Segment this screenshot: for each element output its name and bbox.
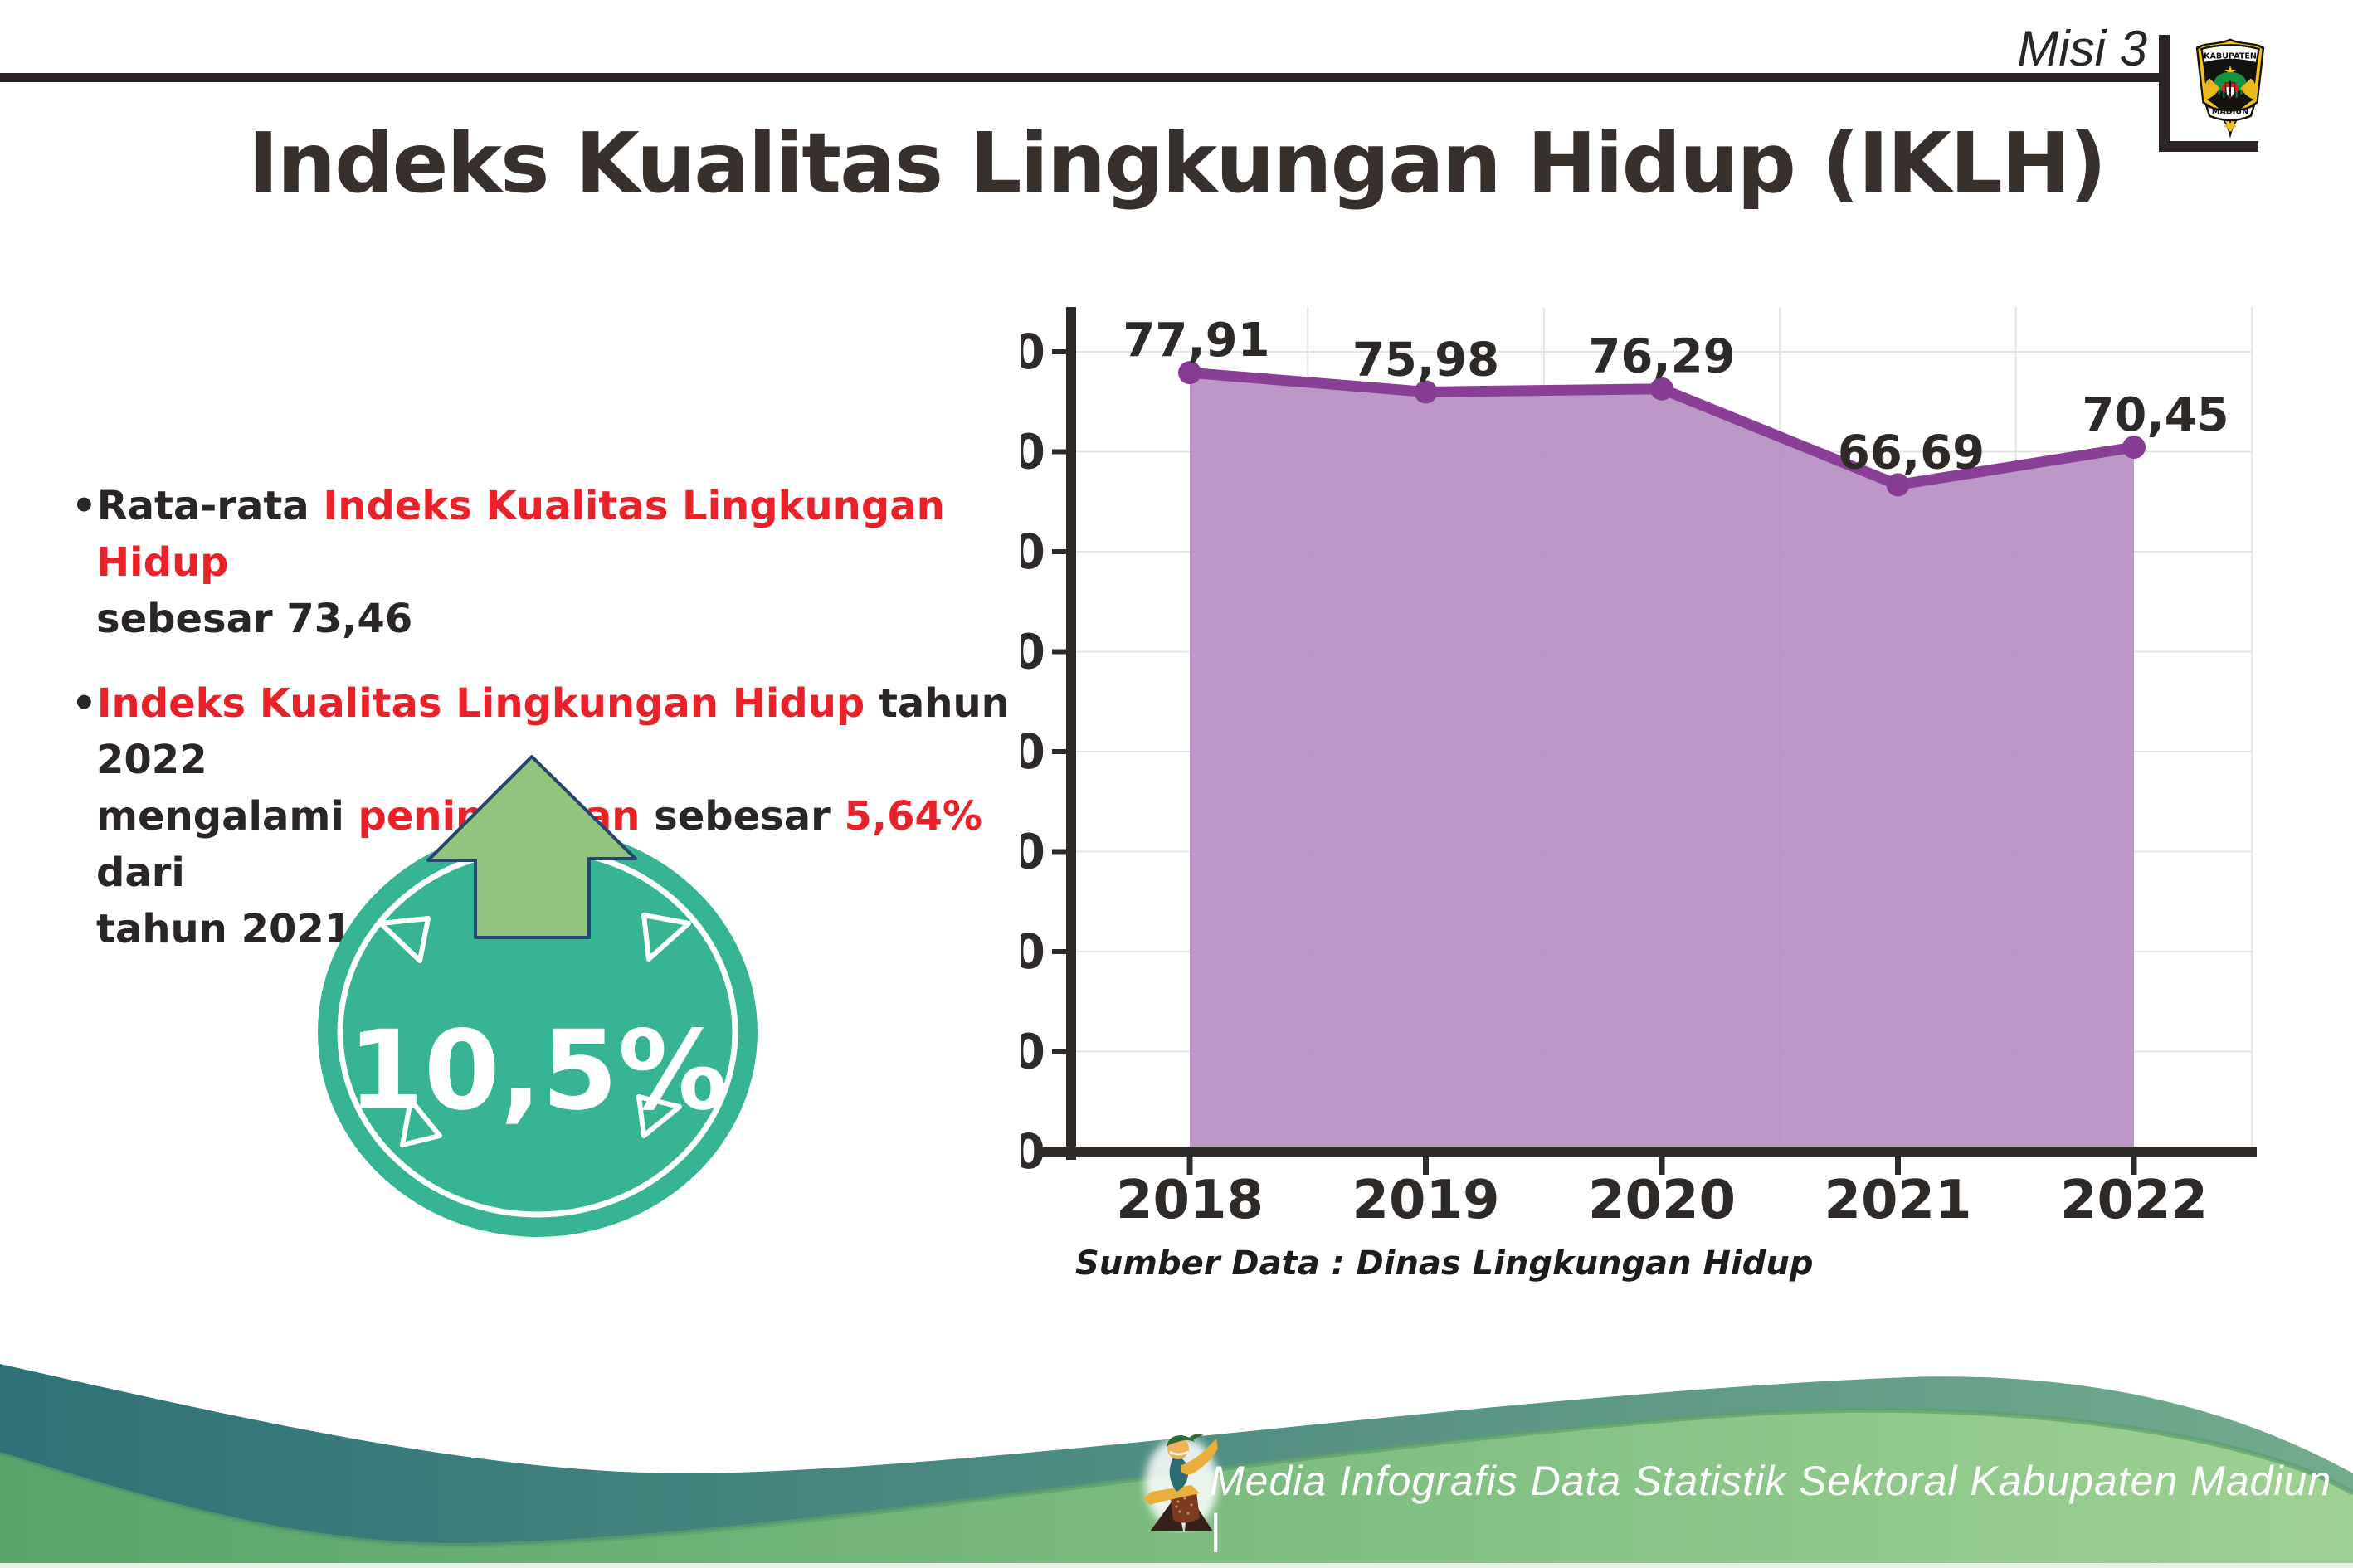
bullet-dot: • [71,680,97,727]
y-axis-tick-label: 10 [1021,1024,1045,1080]
logo-bottom-banner [2204,104,2256,122]
logo-right-wing-icon [2240,78,2257,100]
bullet-dot: • [71,483,97,529]
spark-triangle-icon [400,1098,442,1147]
mascot-icon [1143,1434,1218,1531]
header-corner-vertical-rule [2159,35,2170,152]
y-axis-tick-label: 60 [1021,523,1045,580]
increase-badge: 10,5% [318,755,758,1237]
y-axis-tick-label: 50 [1021,624,1045,680]
footer-bottom-strip [0,1563,2353,1568]
logo-top-text: KABUPATEN [2204,52,2257,61]
data-point-marker [1650,377,1673,401]
kabupaten-madiun-logo-icon: KABUPATEN MADIUN [2195,38,2265,139]
y-axis-tick-label: 40 [1021,723,1045,780]
data-value-label: 66,69 [1838,426,1985,480]
footer-credit: Media Infografis Data Statistik Sektoral… [1210,1458,2332,1552]
y-axis-tick-label: 0 [1021,1123,1045,1180]
chart-source-note: Sumber Data : Dinas Lingkungan Hidup [1075,1244,1814,1283]
up-arrow-icon [426,755,637,939]
x-axis-tick-label: 2019 [1352,1170,1499,1231]
green-wave-edge [0,1407,2353,1549]
data-value-label: 76,29 [1588,330,1735,384]
insight-bullet-1: •Rata-rata Indeks Kualitas Lingkungan Hi… [71,483,945,642]
x-axis-line [1037,1147,2257,1157]
y-axis-tick-label: 30 [1021,824,1045,880]
x-axis-tick-label: 2022 [2060,1170,2208,1231]
badge-value: 10,5% [348,1007,728,1135]
x-axis-tick-label: 2020 [1588,1170,1736,1231]
spark-triangle-icon [636,1094,682,1138]
x-axis-tick-label: 2018 [1116,1170,1264,1231]
logo-bottom-text: MADIUN [2212,108,2248,117]
area-fill [1190,373,2134,1152]
spark-triangle-icon [378,916,431,963]
data-value-label: 70,45 [2082,388,2229,442]
logo-top-banner [2200,44,2260,65]
data-point-marker [1178,361,1201,385]
header-rule [0,73,2165,82]
data-value-label: 75,98 [1352,333,1499,387]
data-point-marker [1886,473,1910,497]
y-axis-tick-label: 80 [1021,324,1045,380]
data-point-marker [2122,436,2146,460]
y-axis-line [1066,307,1076,1160]
iklh-area-chart: 77,91 75,98 76,29 66,69 70,45 0 10 20 30 40 50 60 70… [1021,307,2257,1231]
logo-left-wing-icon [2204,78,2220,100]
data-point-marker [1414,380,1438,404]
y-axis-tick-label: 70 [1021,424,1045,480]
spark-triangle-icon [641,913,691,962]
x-axis-tick-label: 2021 [1824,1170,1971,1231]
misi-label: Misi 3 [2017,21,2147,76]
y-axis-tick-label: 20 [1021,923,1045,980]
page-title: Indeks Kualitas Lingkungan Hidup (IKLH) [247,114,2107,212]
data-value-label: 77,91 [1123,314,1269,368]
header-corner-horizontal-rule [2159,141,2258,152]
